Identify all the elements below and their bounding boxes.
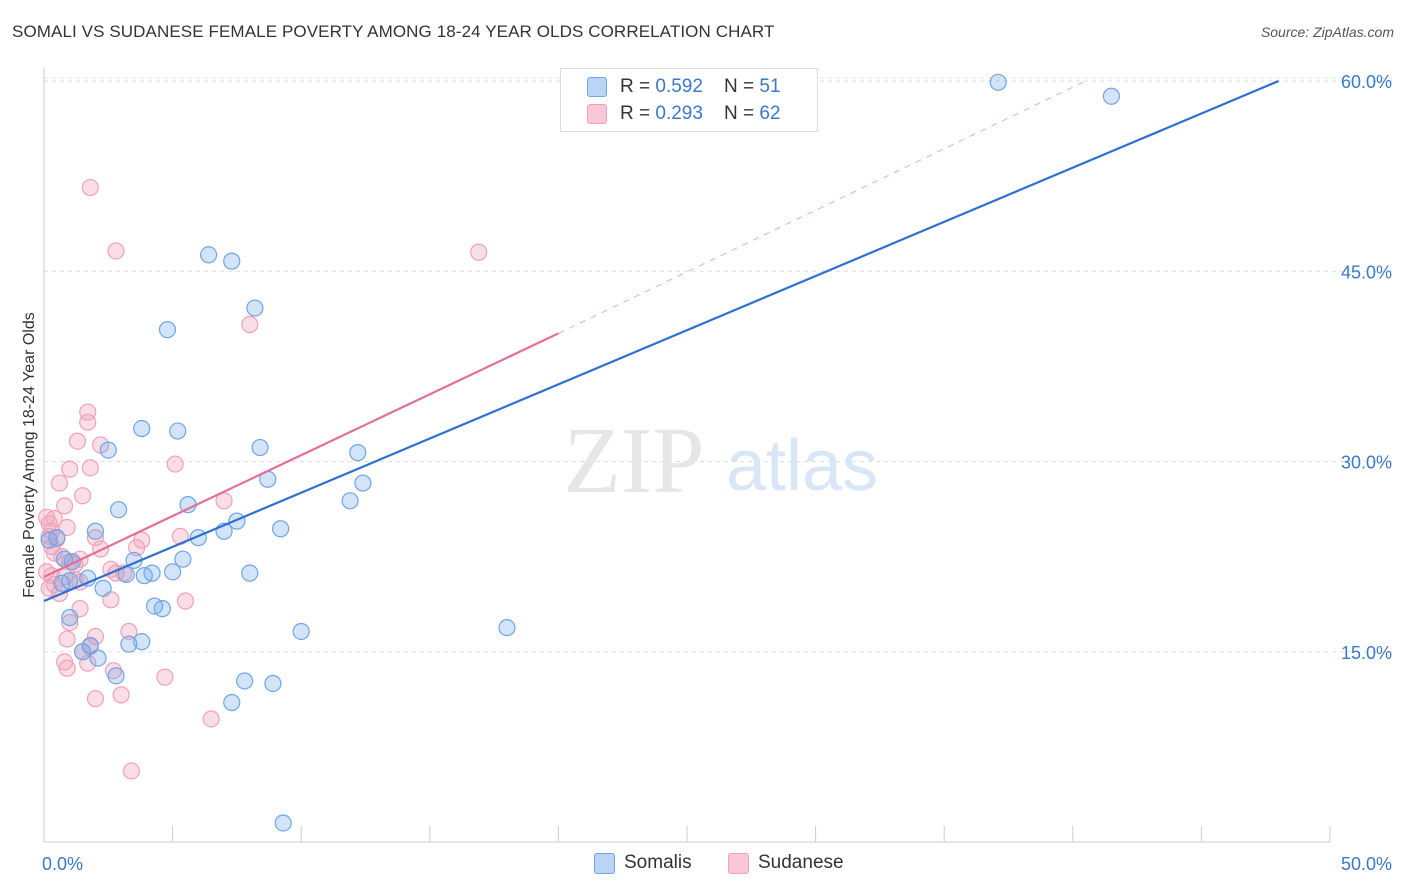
somalis-point-35 (94, 579, 112, 597)
x-tick-label-1: 50.0% (1341, 854, 1392, 874)
somalis-point-28 (164, 563, 182, 581)
sudanese-point-58 (112, 686, 130, 704)
sudanese-point-48 (120, 622, 138, 641)
sudanese-n-value: 62 (759, 103, 781, 124)
somalis-point-49 (223, 693, 241, 712)
somalis-point-50 (274, 814, 292, 832)
sudanese-point-4 (79, 403, 97, 421)
y-tick-label-1: 30.0% (1341, 453, 1392, 473)
x-tick-label-0: 0.0% (42, 854, 83, 874)
somalis-point-4 (246, 299, 264, 317)
somalis-point-41 (133, 633, 151, 651)
somalis-legend-label: Somalis (624, 852, 692, 873)
somalis-point-45 (89, 649, 107, 667)
somalis-r-value: 0.592 (655, 76, 703, 97)
watermark: ZIP atlas (564, 409, 879, 513)
somalis-point-0 (989, 73, 1007, 91)
somalis-point-8 (99, 441, 117, 459)
y-tick-label-2: 45.0% (1341, 262, 1392, 282)
sudanese-swatch (587, 104, 607, 124)
somalis-point-31 (241, 564, 259, 582)
somalis-points (40, 73, 1120, 832)
somalis-point-42 (120, 635, 138, 653)
watermark-zip: ZIP (564, 409, 705, 513)
somalis-point-10 (349, 444, 367, 462)
sudanese-point-8 (166, 455, 184, 473)
somalis-point-39 (292, 622, 310, 641)
somalis-point-5 (158, 321, 177, 339)
sudanese-n-label: N = (724, 103, 760, 124)
sudanese-point-26 (127, 539, 146, 557)
sudanese-trend-line (43, 332, 559, 578)
sudanese-point-5 (79, 413, 97, 431)
somalis-point-34 (53, 574, 71, 592)
somalis-point-48 (264, 674, 282, 693)
somalis-point-22 (40, 531, 58, 549)
sudanese-point-56 (156, 668, 174, 686)
somalis-point-6 (133, 419, 151, 438)
sudanese-point-61 (55, 653, 74, 671)
sudanese-point-45 (176, 592, 195, 610)
sudanese-point-16 (45, 509, 63, 528)
sudanese-point-60 (122, 762, 141, 780)
sudanese-legend-swatch (728, 853, 749, 874)
sudanese-point-57 (86, 690, 105, 708)
y-tick-label-0: 15.0% (1341, 643, 1392, 663)
sudanese-trend-extension (558, 80, 1086, 334)
sudanese-point-47 (61, 613, 79, 632)
somalis-point-19 (272, 520, 290, 538)
source-label: Source: ZipAtlas.com (1260, 24, 1394, 40)
somalis-point-12 (354, 474, 372, 492)
trend-lines (43, 80, 1279, 603)
sudanese-point-11 (50, 474, 69, 492)
somalis-point-15 (109, 501, 128, 519)
somalis-point-2 (200, 246, 218, 264)
correlation-legend: R = 0.592 N = 51 R = 0.293 N = 62 (560, 68, 818, 132)
sudanese-point-9 (61, 460, 79, 478)
somalis-point-40 (498, 619, 516, 637)
axes (43, 68, 1331, 843)
somalis-n-value: 51 (759, 76, 781, 97)
somalis-point-25 (174, 550, 192, 568)
sudanese-point-3 (241, 315, 259, 334)
sudanese-r-label: R = (620, 103, 656, 124)
sudanese-point-42 (40, 579, 58, 597)
somalis-point-37 (153, 600, 171, 618)
somalis-swatch (587, 77, 607, 97)
y-tick-label-3: 60.0% (1341, 72, 1392, 92)
somalis-point-46 (107, 667, 125, 685)
sudanese-point-50 (58, 630, 76, 648)
somalis-n-label: N = (724, 76, 760, 97)
sudanese-point-0 (81, 178, 99, 197)
sudanese-point-1 (107, 242, 125, 260)
chart-title: SOMALI VS SUDANESE FEMALE POVERTY AMONG … (12, 22, 775, 41)
somalis-point-3 (223, 252, 241, 270)
watermark-atlas: atlas (726, 426, 878, 506)
sudanese-point-59 (202, 710, 220, 728)
somalis-point-17 (86, 522, 105, 540)
sudanese-points (37, 178, 488, 780)
somalis-point-9 (251, 438, 269, 457)
sudanese-point-2 (470, 243, 488, 261)
sudanese-point-6 (68, 432, 87, 450)
somalis-r-label: R = (620, 76, 656, 97)
sudanese-point-14 (55, 497, 74, 515)
sudanese-point-10 (81, 459, 99, 477)
somalis-point-13 (341, 492, 359, 510)
somalis-point-38 (61, 608, 79, 627)
somalis-point-44 (73, 643, 92, 661)
sudanese-point-12 (73, 487, 92, 505)
somalis-point-1 (1102, 87, 1120, 105)
sudanese-point-49 (86, 627, 105, 646)
somalis-point-30 (135, 567, 153, 585)
somalis-legend-swatch (594, 853, 615, 874)
sudanese-r-value: 0.293 (655, 103, 703, 124)
somalis-point-7 (169, 422, 187, 440)
tick-labels: 15.0% 30.0% 45.0% 60.0% 0.0% 50.0% (42, 72, 1392, 874)
somalis-trend-line (43, 80, 1279, 603)
somalis-point-47 (236, 672, 254, 690)
sudanese-legend-label: Sudanese (758, 852, 844, 873)
